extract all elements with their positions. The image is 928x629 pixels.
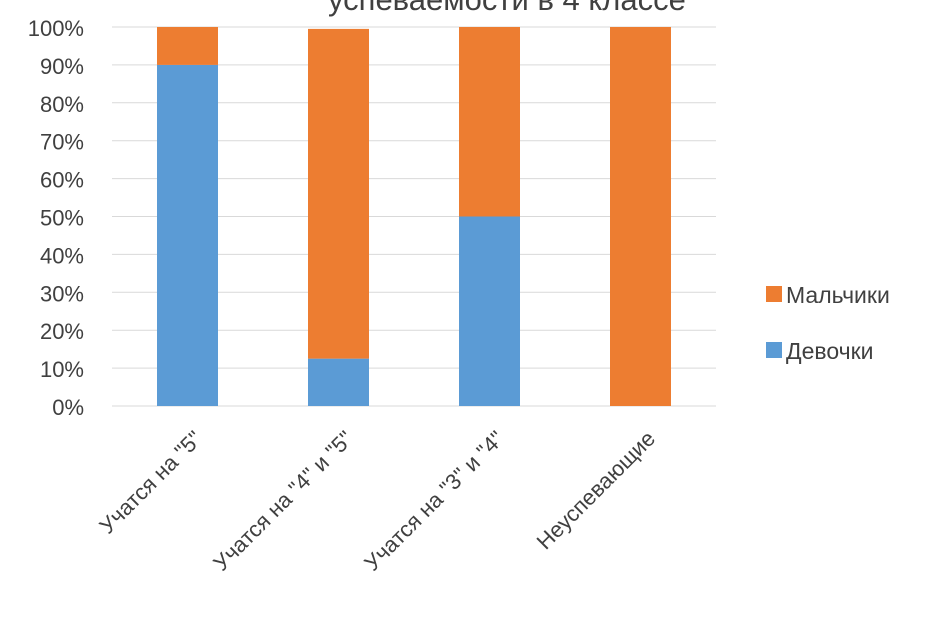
y-tick-label: 100%: [28, 16, 84, 41]
y-tick-label: 50%: [40, 206, 84, 231]
x-tick-label: Учатся на "5": [94, 426, 207, 539]
y-tick-label: 20%: [40, 319, 84, 344]
legend-label: Девочки: [786, 338, 874, 364]
bar-segment: [459, 216, 520, 406]
bar-segment: [459, 27, 520, 217]
y-tick-label: 30%: [40, 281, 84, 306]
x-tick-label: Учатся на "4" и "5": [208, 426, 358, 576]
bar-segment: [157, 64, 218, 407]
legend-swatch: [766, 342, 782, 358]
bar-segment: [157, 27, 218, 65]
x-tick-label: Учатся на "3" и "4": [359, 426, 509, 576]
legend-swatch: [766, 286, 782, 302]
x-tick-label: Неуспевающие: [532, 426, 660, 554]
y-tick-label: 70%: [40, 130, 84, 155]
legend-label: Мальчики: [786, 282, 890, 308]
y-tick-label: 0%: [52, 395, 84, 420]
bar-segment: [610, 27, 671, 406]
y-tick-label: 80%: [40, 92, 84, 117]
y-tick-label: 60%: [40, 168, 84, 193]
bar-segment: [308, 28, 369, 359]
bar-segment: [308, 358, 369, 406]
y-tick-label: 90%: [40, 54, 84, 79]
y-tick-label: 10%: [40, 357, 84, 382]
y-tick-label: 40%: [40, 243, 84, 268]
chart-title: успеваемости в 4 классе: [328, 0, 686, 18]
